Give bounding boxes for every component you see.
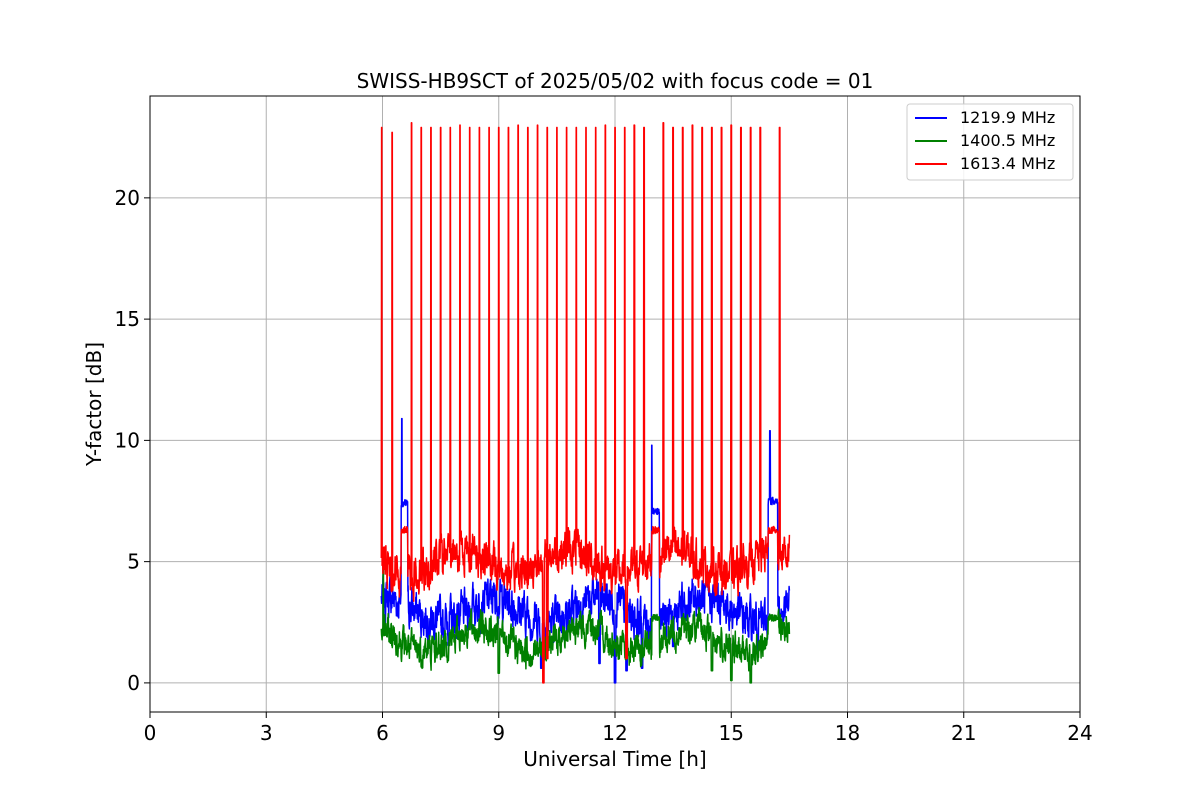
legend-label-0: 1219.9 MHz: [960, 108, 1055, 127]
x-tick-label-2: 6: [376, 721, 389, 745]
series-line-1: [380, 551, 791, 684]
series-layer: [380, 121, 791, 684]
y-tick-label-1: 5: [127, 550, 140, 574]
legend-label-2: 1613.4 MHz: [960, 154, 1055, 173]
x-tick-label-8: 24: [1067, 721, 1092, 745]
x-tick-label-7: 21: [951, 721, 976, 745]
y-tick-label-4: 20: [115, 186, 140, 210]
x-tick-label-0: 0: [144, 721, 157, 745]
chart-title: SWISS-HB9SCT of 2025/05/02 with focus co…: [357, 69, 874, 93]
x-axis-label: Universal Time [h]: [523, 747, 706, 771]
legend-label-1: 1400.5 MHz: [960, 131, 1055, 150]
y-axis-label: Y-factor [dB]: [82, 342, 106, 467]
x-tick-label-4: 12: [602, 721, 627, 745]
x-tick-label-5: 15: [719, 721, 744, 745]
legend: 1219.9 MHz 1400.5 MHz 1613.4 MHz: [906, 103, 1074, 181]
x-tick-label-6: 18: [835, 721, 860, 745]
y-tick-label-0: 0: [127, 671, 140, 695]
ticks: 0 3 6 9 12 15 18 21 24 0 5 10 15 20: [115, 186, 1093, 745]
legend-box: [906, 103, 1074, 181]
x-tick-label-1: 3: [260, 721, 273, 745]
y-tick-label-3: 15: [115, 307, 140, 331]
series-line-2: [380, 121, 791, 684]
x-tick-label-3: 9: [492, 721, 505, 745]
y-tick-label-2: 10: [115, 428, 140, 452]
